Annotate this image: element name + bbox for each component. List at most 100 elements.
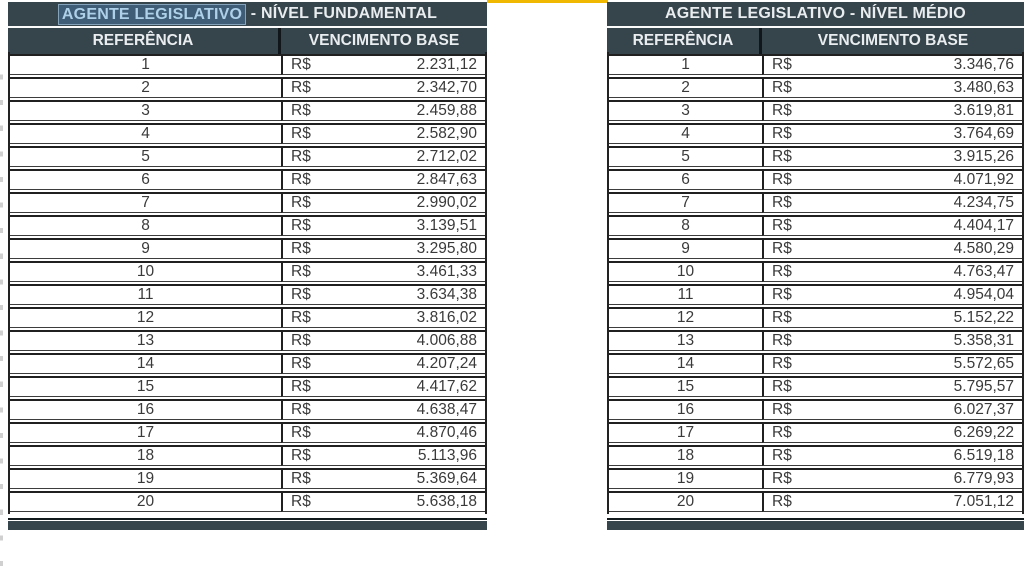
table-row: 5 R$ 3.915,26 xyxy=(609,146,1022,167)
salary-cell: R$ 4.954,04 xyxy=(762,284,1022,305)
salary-cell: R$ 4.404,17 xyxy=(762,215,1022,236)
table-footer-band xyxy=(607,518,1024,530)
salary-value: 6.269,22 xyxy=(953,424,1014,441)
currency-symbol: R$ xyxy=(291,332,311,349)
reference-cell: 19 xyxy=(10,468,281,489)
table-header-row: REFERÊNCIA VENCIMENTO BASE xyxy=(8,28,487,54)
salary-value: 5.795,57 xyxy=(953,378,1014,395)
reference-cell: 18 xyxy=(609,445,762,466)
salary-value: 3.634,38 xyxy=(416,286,477,303)
currency-symbol: R$ xyxy=(291,493,311,510)
reference-cell: 10 xyxy=(609,261,762,282)
yellow-accent-strip xyxy=(487,0,608,3)
salary-value: 3.816,02 xyxy=(416,309,477,326)
salary-cell: R$ 5.638,18 xyxy=(281,491,485,512)
currency-symbol: R$ xyxy=(291,309,311,326)
reference-cell: 19 xyxy=(609,468,762,489)
salary-cell: R$ 4.763,47 xyxy=(762,261,1022,282)
salary-value: 4.417,62 xyxy=(416,378,477,395)
salary-cell: R$ 2.231,12 xyxy=(281,54,485,75)
currency-symbol: R$ xyxy=(772,79,792,96)
salary-cell: R$ 3.619,81 xyxy=(762,100,1022,121)
table-row: 8 R$ 4.404,17 xyxy=(609,215,1022,236)
salary-cell: R$ 6.779,93 xyxy=(762,468,1022,489)
reference-cell: 14 xyxy=(609,353,762,374)
rows-table: 1 R$ 2.231,12 2 R$ 2.342,70 3 R$ 2.459,88 4 R$ 2.58… xyxy=(10,52,485,514)
reference-cell: 7 xyxy=(10,192,281,213)
salary-value: 5.369,64 xyxy=(416,470,477,487)
table-row: 9 R$ 3.295,80 xyxy=(10,238,485,259)
salary-cell: R$ 5.358,31 xyxy=(762,330,1022,351)
table-row: 14 R$ 4.207,24 xyxy=(10,353,485,374)
salary-value: 3.619,81 xyxy=(953,102,1014,119)
reference-cell: 7 xyxy=(609,192,762,213)
table-row: 1 R$ 3.346,76 xyxy=(609,54,1022,75)
currency-symbol: R$ xyxy=(772,424,792,441)
salary-value: 2.712,02 xyxy=(416,148,477,165)
salary-cell: R$ 2.342,70 xyxy=(281,77,485,98)
salary-value: 4.763,47 xyxy=(953,263,1014,280)
salary-cell: R$ 3.346,76 xyxy=(762,54,1022,75)
reference-cell: 3 xyxy=(10,100,281,121)
reference-cell: 2 xyxy=(609,77,762,98)
reference-cell: 12 xyxy=(609,307,762,328)
table-title-fundamental: AGENTE LEGISLATIVO - NÍVEL FUNDAMENTAL xyxy=(8,2,487,28)
reference-cell: 16 xyxy=(609,399,762,420)
salary-value: 2.847,63 xyxy=(416,171,477,188)
table-row: 13 R$ 5.358,31 xyxy=(609,330,1022,351)
table-body: 1 R$ 3.346,76 2 R$ 3.480,63 3 R$ 3.619,81 4 R$ 3.76… xyxy=(607,52,1024,514)
salary-value: 4.006,88 xyxy=(416,332,477,349)
currency-symbol: R$ xyxy=(772,263,792,280)
salary-cell: R$ 4.071,92 xyxy=(762,169,1022,190)
currency-symbol: R$ xyxy=(772,217,792,234)
salary-cell: R$ 6.269,22 xyxy=(762,422,1022,443)
table-row: 16 R$ 6.027,37 xyxy=(609,399,1022,420)
salary-cell: R$ 6.519,18 xyxy=(762,445,1022,466)
reference-cell: 15 xyxy=(10,376,281,397)
salary-value: 5.572,65 xyxy=(953,355,1014,372)
salary-value: 4.207,24 xyxy=(416,355,477,372)
currency-symbol: R$ xyxy=(291,424,311,441)
salary-cell: R$ 3.634,38 xyxy=(281,284,485,305)
salary-value: 2.342,70 xyxy=(416,79,477,96)
salary-value: 3.764,69 xyxy=(953,125,1014,142)
salary-cell: R$ 5.113,96 xyxy=(281,445,485,466)
table-row: 15 R$ 5.795,57 xyxy=(609,376,1022,397)
salary-value: 3.346,76 xyxy=(953,56,1014,73)
salary-cell: R$ 3.480,63 xyxy=(762,77,1022,98)
reference-cell: 9 xyxy=(609,238,762,259)
table-row: 14 R$ 5.572,65 xyxy=(609,353,1022,374)
currency-symbol: R$ xyxy=(291,401,311,418)
reference-cell: 4 xyxy=(609,123,762,144)
reference-cell: 14 xyxy=(10,353,281,374)
salary-cell: R$ 4.870,46 xyxy=(281,422,485,443)
reference-cell: 13 xyxy=(609,330,762,351)
table-row: 1 R$ 2.231,12 xyxy=(10,54,485,75)
title-search-highlight: AGENTE LEGISLATIVO xyxy=(57,3,247,25)
salary-value: 5.638,18 xyxy=(416,493,477,510)
currency-symbol: R$ xyxy=(772,194,792,211)
table-row: 4 R$ 3.764,69 xyxy=(609,123,1022,144)
reference-cell: 11 xyxy=(609,284,762,305)
currency-symbol: R$ xyxy=(291,286,311,303)
currency-symbol: R$ xyxy=(291,378,311,395)
currency-symbol: R$ xyxy=(772,240,792,257)
table-row: 20 R$ 5.638,18 xyxy=(10,491,485,512)
table-row: 11 R$ 4.954,04 xyxy=(609,284,1022,305)
salary-cell: R$ 4.417,62 xyxy=(281,376,485,397)
currency-symbol: R$ xyxy=(291,79,311,96)
reference-cell: 8 xyxy=(609,215,762,236)
salary-value: 7.051,12 xyxy=(953,493,1014,510)
table-row: 16 R$ 4.638,47 xyxy=(10,399,485,420)
salary-value: 2.582,90 xyxy=(416,125,477,142)
salary-cell: R$ 6.027,37 xyxy=(762,399,1022,420)
table-row: 20 R$ 7.051,12 xyxy=(609,491,1022,512)
currency-symbol: R$ xyxy=(772,355,792,372)
table-row: 7 R$ 2.990,02 xyxy=(10,192,485,213)
reference-cell: 8 xyxy=(10,215,281,236)
title-rest: - NÍVEL FUNDAMENTAL xyxy=(246,5,438,22)
table-row: 7 R$ 4.234,75 xyxy=(609,192,1022,213)
table-row: 18 R$ 5.113,96 xyxy=(10,445,485,466)
reference-cell: 2 xyxy=(10,77,281,98)
reference-cell: 6 xyxy=(10,169,281,190)
